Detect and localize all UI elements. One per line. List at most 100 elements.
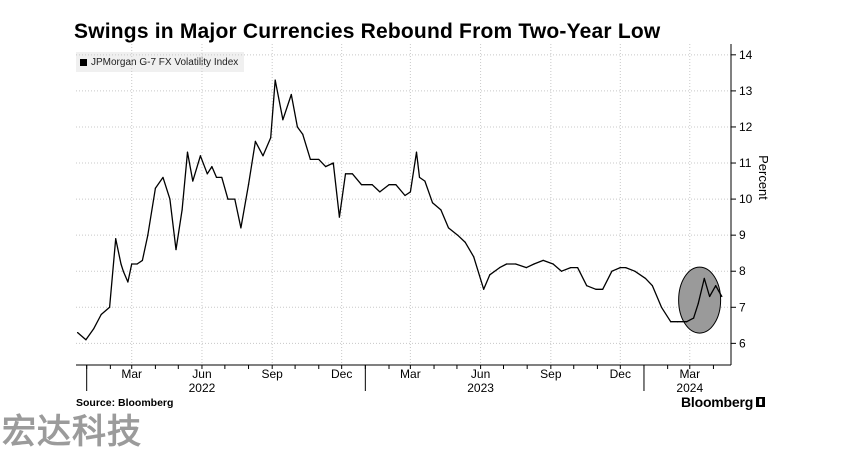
data-point bbox=[483, 288, 485, 290]
data-point bbox=[409, 191, 411, 193]
data-point bbox=[721, 295, 723, 298]
x-tick-label: Jun bbox=[471, 367, 490, 381]
data-point bbox=[199, 155, 202, 157]
data-point bbox=[254, 140, 256, 142]
brand-logo: Bloomberg ▮ bbox=[681, 394, 766, 410]
data-point bbox=[457, 234, 459, 236]
data-point bbox=[709, 295, 711, 298]
x-tick-label: Sep bbox=[262, 367, 284, 381]
data-point bbox=[464, 241, 466, 243]
watermark: 宏达科技 bbox=[2, 413, 142, 451]
data-point bbox=[515, 263, 517, 265]
data-point bbox=[290, 93, 292, 96]
chart-title: Swings in Major Currencies Rebound From … bbox=[74, 20, 661, 43]
data-point bbox=[440, 209, 442, 211]
data-point bbox=[625, 267, 627, 269]
x-tick-label: Mar bbox=[400, 367, 421, 381]
data-point bbox=[715, 285, 717, 287]
data-point bbox=[247, 184, 250, 186]
y-tick-label: 14 bbox=[739, 48, 753, 62]
data-point bbox=[499, 267, 501, 269]
data-point bbox=[131, 263, 133, 265]
data-point bbox=[221, 176, 223, 179]
legend-label: JPMorgan G-7 FX Volatility Index bbox=[91, 56, 239, 68]
data-point bbox=[602, 288, 604, 290]
y-tick-label: 7 bbox=[739, 300, 746, 314]
data-point bbox=[344, 173, 347, 175]
data-point bbox=[692, 317, 695, 319]
data-point bbox=[676, 321, 679, 323]
data-point bbox=[338, 216, 340, 218]
x-tick-label: Dec bbox=[331, 367, 352, 381]
data-point bbox=[302, 133, 304, 135]
data-point bbox=[611, 270, 613, 272]
data-point bbox=[525, 267, 528, 269]
data-point bbox=[415, 151, 418, 153]
data-point bbox=[371, 184, 373, 186]
data-point bbox=[318, 158, 320, 161]
data-point bbox=[586, 285, 588, 287]
x-tick-label: Sep bbox=[540, 367, 562, 381]
y-tick-label: 10 bbox=[739, 192, 753, 206]
data-point bbox=[595, 288, 597, 290]
data-point bbox=[85, 339, 87, 341]
data-point bbox=[162, 176, 164, 179]
data-point bbox=[120, 263, 122, 265]
data-point bbox=[619, 267, 621, 269]
data-point bbox=[115, 238, 117, 240]
data-point bbox=[270, 137, 272, 139]
data-point bbox=[282, 119, 284, 121]
y-tick-label: 13 bbox=[739, 84, 753, 98]
x-tick-label: Mar bbox=[679, 367, 700, 381]
series-line bbox=[77, 79, 723, 341]
data-point bbox=[404, 194, 406, 197]
data-point bbox=[670, 321, 672, 323]
data-point bbox=[395, 184, 397, 186]
data-point bbox=[108, 306, 111, 308]
data-point bbox=[505, 263, 508, 265]
data-point bbox=[542, 259, 544, 262]
data-point bbox=[76, 331, 79, 334]
data-point bbox=[227, 198, 229, 200]
x-year-label: 2024 bbox=[676, 381, 703, 395]
data-point bbox=[703, 277, 705, 280]
data-point bbox=[141, 259, 144, 262]
data-point bbox=[122, 270, 124, 272]
data-point bbox=[325, 166, 327, 168]
data-point bbox=[211, 166, 213, 168]
data-point bbox=[181, 209, 183, 211]
data-point bbox=[169, 198, 171, 200]
data-point bbox=[570, 267, 572, 269]
data-point bbox=[418, 176, 421, 179]
x-year-label: 2022 bbox=[189, 381, 216, 395]
data-point bbox=[424, 180, 426, 182]
brand-text: Bloomberg bbox=[681, 394, 754, 410]
data-point bbox=[552, 263, 554, 265]
data-point bbox=[234, 198, 236, 200]
data-point bbox=[431, 202, 434, 204]
data-point bbox=[186, 151, 189, 153]
data-point bbox=[262, 155, 264, 157]
data-point bbox=[660, 306, 663, 308]
data-point bbox=[351, 173, 353, 175]
data-point bbox=[192, 180, 194, 182]
data-point bbox=[634, 270, 636, 272]
source-note: Source: Bloomberg bbox=[76, 397, 174, 409]
y-tick-label: 6 bbox=[739, 336, 746, 350]
data-point bbox=[533, 263, 535, 265]
y-axis-title: Percent bbox=[756, 155, 771, 200]
data-point bbox=[489, 274, 491, 276]
data-point bbox=[388, 184, 390, 186]
x-tick-label: Dec bbox=[610, 367, 631, 381]
data-point bbox=[274, 79, 276, 81]
data-point bbox=[360, 184, 363, 186]
data-point bbox=[309, 158, 311, 161]
data-point bbox=[92, 328, 95, 330]
data-point bbox=[206, 173, 208, 175]
data-point bbox=[147, 234, 149, 236]
data-point bbox=[215, 176, 218, 179]
data-point bbox=[332, 162, 334, 164]
data-point bbox=[127, 281, 129, 283]
data-point bbox=[240, 227, 242, 229]
